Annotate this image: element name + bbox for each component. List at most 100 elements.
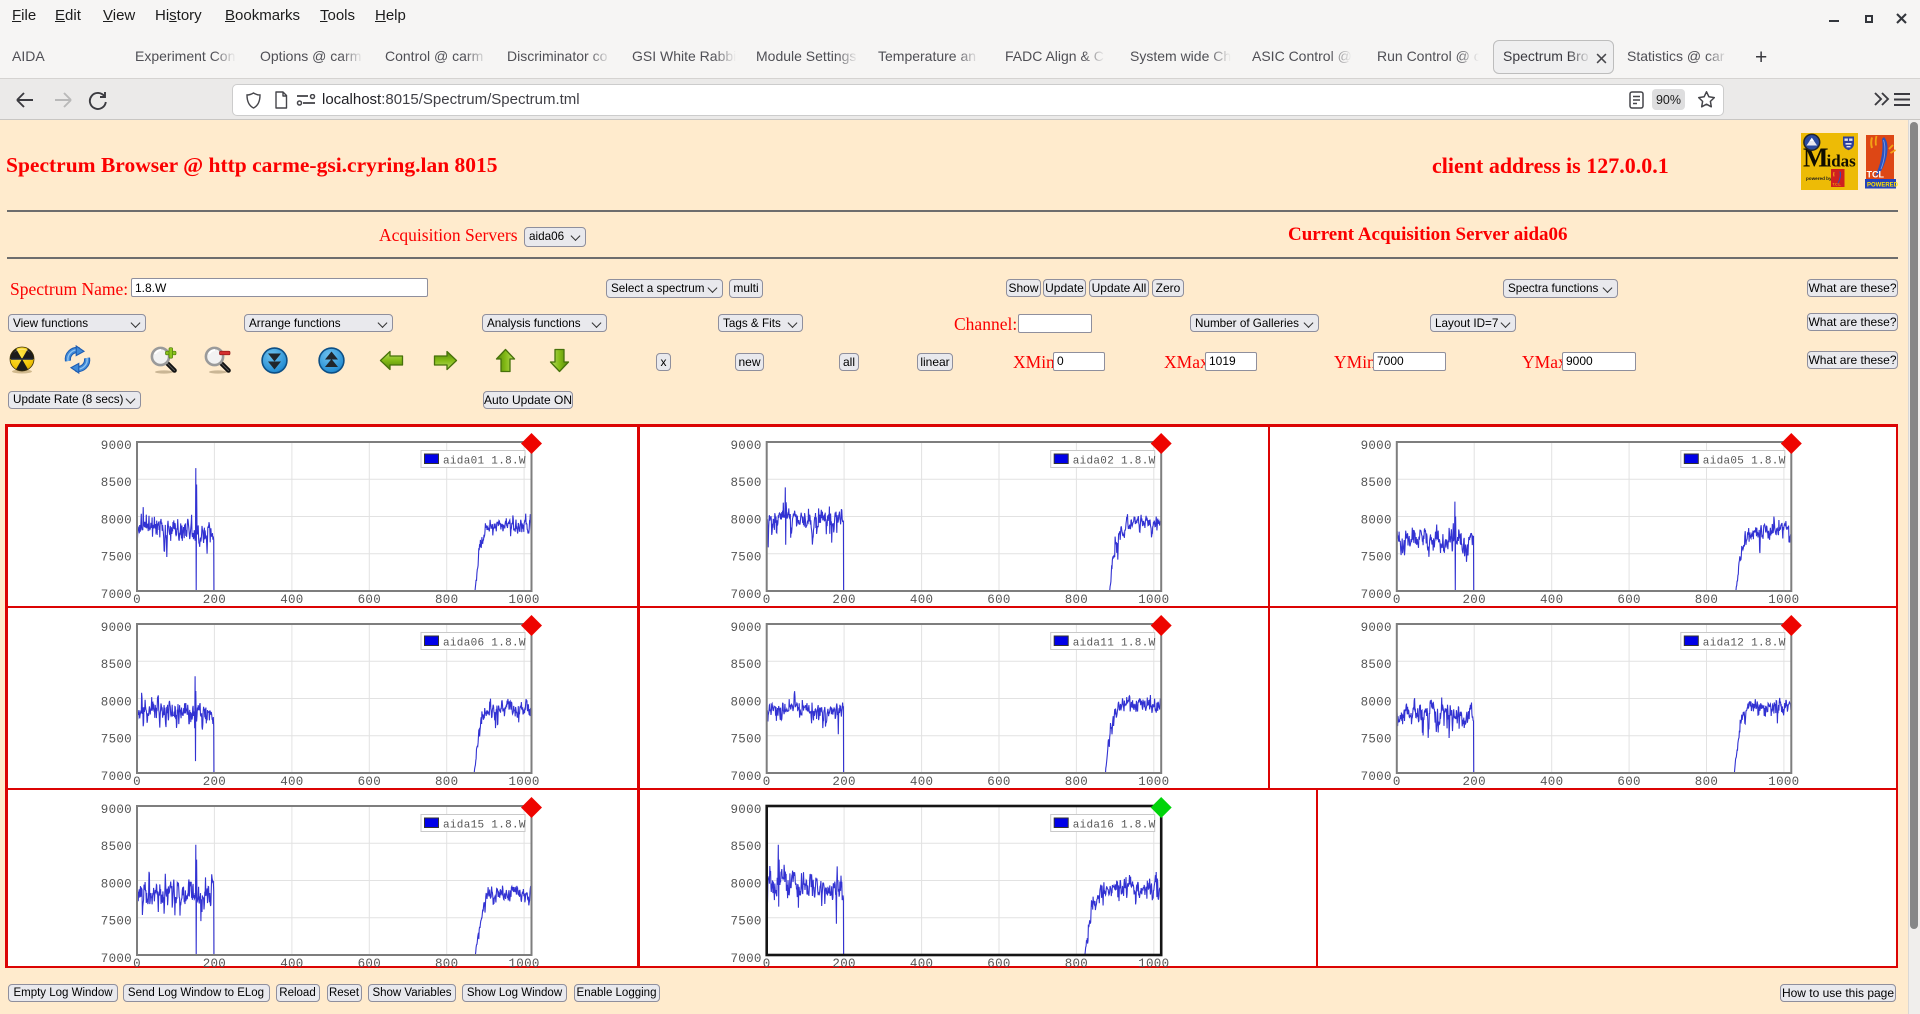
svg-text:200: 200 [202, 775, 225, 787]
svg-text:600: 600 [357, 775, 380, 787]
svg-text:400: 400 [909, 957, 932, 969]
svg-text:800: 800 [1064, 775, 1087, 787]
svg-text:0: 0 [762, 957, 770, 969]
svg-text:7500: 7500 [100, 914, 131, 928]
svg-text:aida15 1.8.W: aida15 1.8.W [443, 819, 526, 831]
svg-text:aida02 1.8.W: aida02 1.8.W [1072, 455, 1155, 467]
svg-text:7500: 7500 [100, 550, 131, 564]
svg-text:0: 0 [133, 775, 141, 787]
svg-text:400: 400 [1540, 775, 1563, 787]
svg-text:7500: 7500 [730, 732, 761, 746]
svg-text:TCL: TCL [1867, 170, 1885, 180]
svg-text:800: 800 [1064, 957, 1087, 969]
svg-text:7000: 7000 [100, 769, 131, 783]
svg-text:aida06 1.8.W: aida06 1.8.W [443, 637, 526, 649]
svg-text:9000: 9000 [730, 620, 761, 634]
svg-text:1000: 1000 [508, 957, 539, 969]
svg-text:7000: 7000 [100, 951, 131, 965]
svg-text:aida16 1.8.W: aida16 1.8.W [1072, 819, 1155, 831]
svg-text:aida05 1.8.W: aida05 1.8.W [1703, 455, 1786, 467]
svg-text:600: 600 [987, 957, 1010, 969]
svg-text:idas: idas [1827, 152, 1857, 171]
svg-text:800: 800 [434, 775, 457, 787]
svg-text:600: 600 [1617, 593, 1640, 605]
svg-text:powered by: powered by [1806, 176, 1832, 181]
svg-text:9000: 9000 [100, 438, 131, 452]
svg-text:1000: 1000 [1768, 593, 1799, 605]
svg-text:T.C.L.: T.C.L. [1833, 183, 1842, 187]
svg-text:8000: 8000 [100, 513, 131, 527]
svg-text:400: 400 [280, 593, 303, 605]
svg-text:7500: 7500 [730, 914, 761, 928]
svg-text:0: 0 [1393, 593, 1401, 605]
svg-text:600: 600 [357, 957, 380, 969]
svg-text:600: 600 [1617, 775, 1640, 787]
svg-text:200: 200 [1462, 593, 1485, 605]
svg-text:800: 800 [434, 593, 457, 605]
svg-text:0: 0 [762, 593, 770, 605]
svg-text:0: 0 [1393, 775, 1401, 787]
svg-text:800: 800 [1695, 593, 1718, 605]
svg-text:9000: 9000 [1361, 620, 1392, 634]
svg-text:1000: 1000 [1138, 957, 1169, 969]
svg-text:8000: 8000 [730, 877, 761, 891]
svg-text:7000: 7000 [100, 587, 131, 601]
svg-text:7000: 7000 [730, 769, 761, 783]
svg-text:7000: 7000 [730, 587, 761, 601]
svg-text:600: 600 [987, 593, 1010, 605]
svg-text:1000: 1000 [1138, 775, 1169, 787]
svg-text:800: 800 [434, 957, 457, 969]
svg-text:1000: 1000 [1138, 593, 1169, 605]
svg-text:400: 400 [280, 775, 303, 787]
svg-text:400: 400 [909, 775, 932, 787]
svg-text:8500: 8500 [100, 476, 131, 490]
svg-text:600: 600 [357, 593, 380, 605]
svg-text:200: 200 [1462, 775, 1485, 787]
svg-text:9000: 9000 [730, 438, 761, 452]
svg-text:200: 200 [202, 593, 225, 605]
svg-text:7500: 7500 [1361, 732, 1392, 746]
svg-text:8500: 8500 [100, 840, 131, 854]
svg-text:7000: 7000 [730, 951, 761, 965]
svg-text:8500: 8500 [1361, 476, 1392, 490]
svg-text:9000: 9000 [1361, 438, 1392, 452]
svg-text:7500: 7500 [730, 550, 761, 564]
svg-text:8000: 8000 [1361, 513, 1392, 527]
svg-text:9000: 9000 [100, 802, 131, 816]
svg-text:8500: 8500 [730, 840, 761, 854]
svg-text:7500: 7500 [100, 732, 131, 746]
svg-text:0: 0 [762, 775, 770, 787]
svg-text:8500: 8500 [1361, 658, 1392, 672]
svg-text:200: 200 [832, 957, 855, 969]
svg-text:400: 400 [280, 957, 303, 969]
svg-text:aida11 1.8.W: aida11 1.8.W [1072, 637, 1155, 649]
svg-text:200: 200 [832, 775, 855, 787]
svg-text:7000: 7000 [1361, 587, 1392, 601]
svg-text:8500: 8500 [730, 658, 761, 672]
svg-text:aida01 1.8.W: aida01 1.8.W [443, 455, 526, 467]
svg-text:7500: 7500 [1361, 550, 1392, 564]
svg-text:1000: 1000 [508, 775, 539, 787]
svg-text:1000: 1000 [1768, 775, 1799, 787]
svg-text:8500: 8500 [730, 476, 761, 490]
svg-text:200: 200 [202, 957, 225, 969]
svg-text:9000: 9000 [100, 620, 131, 634]
svg-text:600: 600 [987, 775, 1010, 787]
svg-text:8000: 8000 [730, 513, 761, 527]
svg-text:8000: 8000 [100, 877, 131, 891]
svg-text:POWERED: POWERED [1867, 183, 1898, 189]
svg-text:8500: 8500 [100, 658, 131, 672]
svg-text:8000: 8000 [1361, 695, 1392, 709]
svg-text:9000: 9000 [730, 802, 761, 816]
svg-text:800: 800 [1695, 775, 1718, 787]
svg-text:0: 0 [133, 957, 141, 969]
svg-text:400: 400 [1540, 593, 1563, 605]
svg-text:800: 800 [1064, 593, 1087, 605]
svg-text:200: 200 [832, 593, 855, 605]
svg-text:0: 0 [133, 593, 141, 605]
svg-text:7000: 7000 [1361, 769, 1392, 783]
svg-text:aida12 1.8.W: aida12 1.8.W [1703, 637, 1786, 649]
svg-text:400: 400 [909, 593, 932, 605]
svg-text:1000: 1000 [508, 593, 539, 605]
svg-text:8000: 8000 [100, 695, 131, 709]
